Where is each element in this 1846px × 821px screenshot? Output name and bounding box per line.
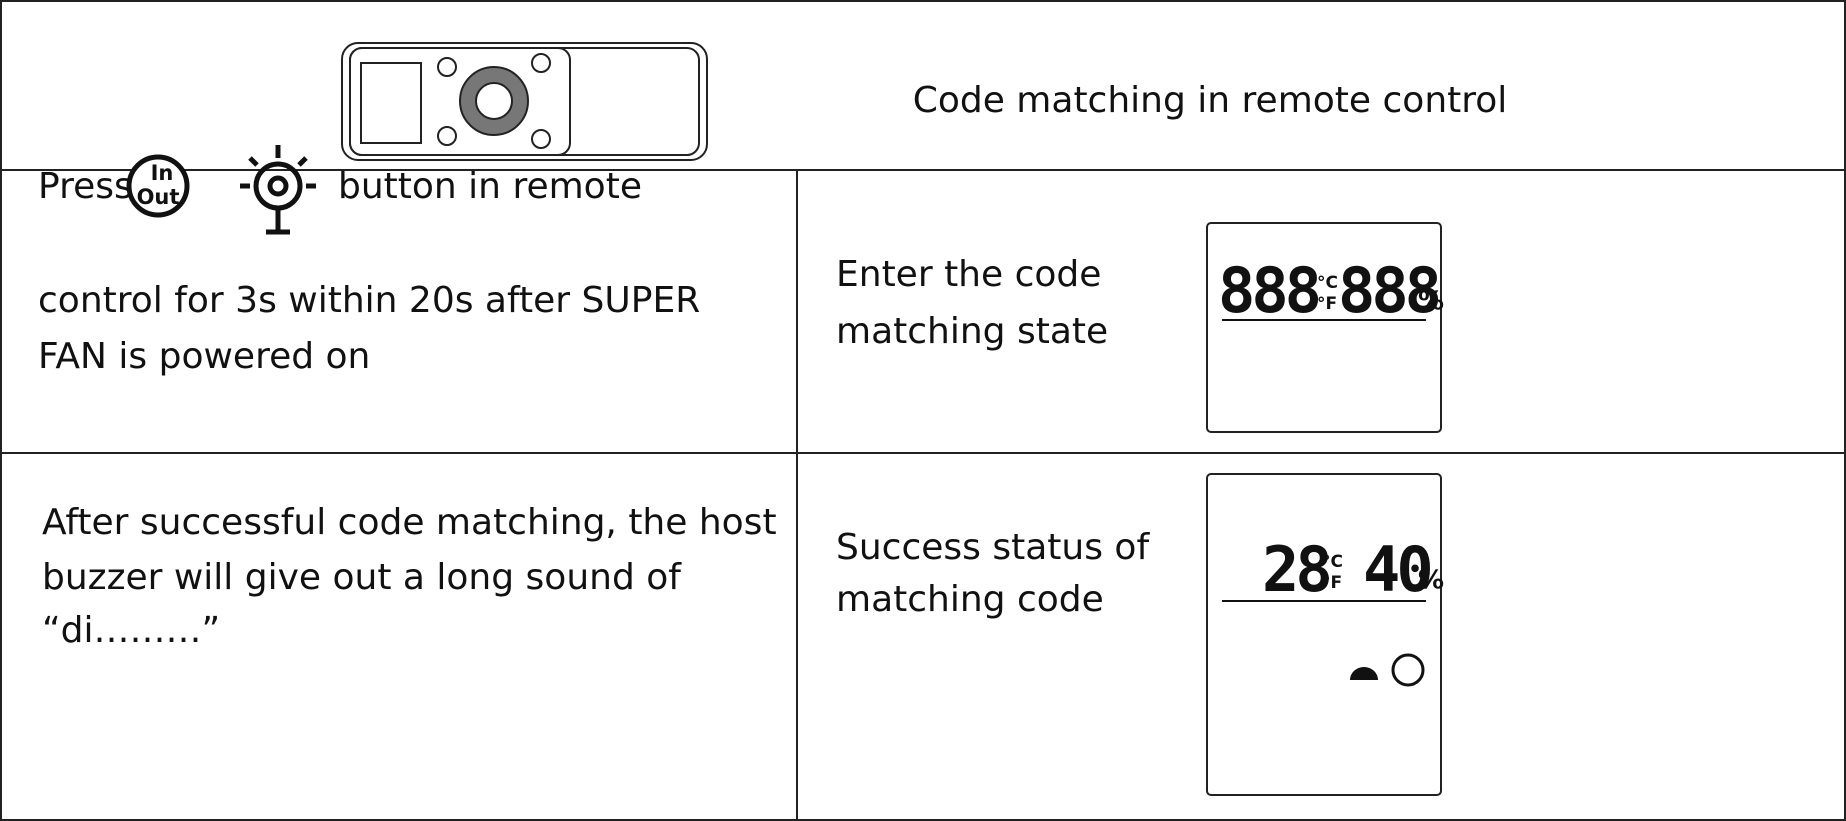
result-text: matching state (836, 311, 1108, 352)
instruction-text: button in remote (338, 166, 642, 207)
result-text: matching code (836, 579, 1104, 620)
icon-label: In (151, 161, 174, 185)
lcd-digits: 888 (1218, 254, 1319, 327)
instruction-text: buzzer will give out a long sound of (42, 557, 682, 598)
lcd-icon (1391, 653, 1425, 687)
instruction-text: “di………” (42, 610, 220, 651)
instruction-text: FAN is powered on (38, 336, 370, 377)
lcd-digits: 40 (1363, 533, 1430, 606)
instruction-text: Press (38, 166, 133, 207)
in-out-icon: In Out (126, 154, 190, 218)
light-icon (240, 145, 316, 235)
instruction-text: control for 3s within 20s after SUPER (38, 280, 700, 321)
lcd-unit: °F (1317, 294, 1337, 314)
lcd-digits: 888 (1338, 254, 1439, 327)
lcd-unit: °C (1317, 273, 1338, 293)
lcd-unit: °C (1322, 552, 1343, 572)
lcd-unit: % (1418, 287, 1444, 317)
lcd-icon (1350, 667, 1378, 680)
icon-label: Out (137, 185, 180, 209)
result-text: Success status of (836, 527, 1150, 568)
result-text: Enter the code (836, 254, 1101, 295)
instruction-text: After successful code matching, the host (42, 502, 777, 543)
lcd-digits: 28 (1262, 533, 1329, 606)
lcd-display: 888 °C °F 888 % (1206, 222, 1444, 433)
remote-illustration (341, 42, 708, 161)
lcd-unit: °F (1322, 573, 1342, 593)
header-title: Code matching in remote control (913, 80, 1508, 121)
lcd-display: 28 °C °F 40 % (1206, 473, 1444, 796)
lcd-unit: % (1418, 566, 1444, 596)
